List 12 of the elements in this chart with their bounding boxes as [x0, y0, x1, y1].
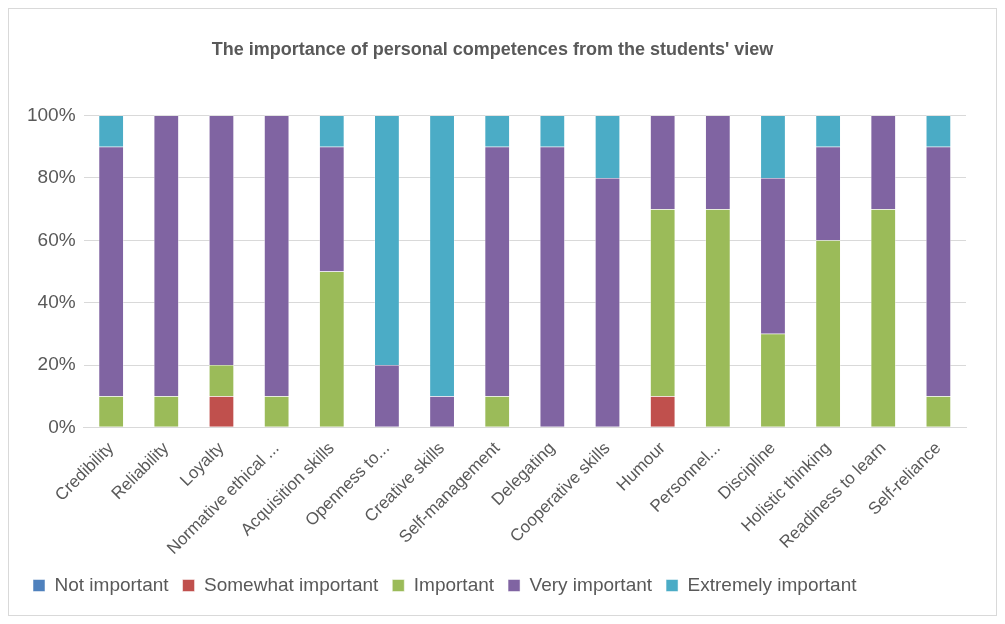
legend-label: Somewhat important [204, 573, 380, 595]
legend-label: Not important [54, 573, 170, 595]
y-tick-label: 100% [26, 103, 76, 125]
y-tick-label: 20% [37, 353, 76, 375]
chart-title: The importance of personal competences from the students' view [211, 38, 775, 59]
legend-label: Extremely important [687, 573, 858, 595]
legend-label: Very important [529, 573, 653, 595]
y-tick-label: 80% [37, 166, 76, 188]
y-tick-label: 40% [37, 290, 76, 312]
y-tick-label: 0% [48, 415, 76, 437]
y-tick-label: 60% [37, 228, 76, 250]
legend-label: Important [413, 573, 495, 595]
